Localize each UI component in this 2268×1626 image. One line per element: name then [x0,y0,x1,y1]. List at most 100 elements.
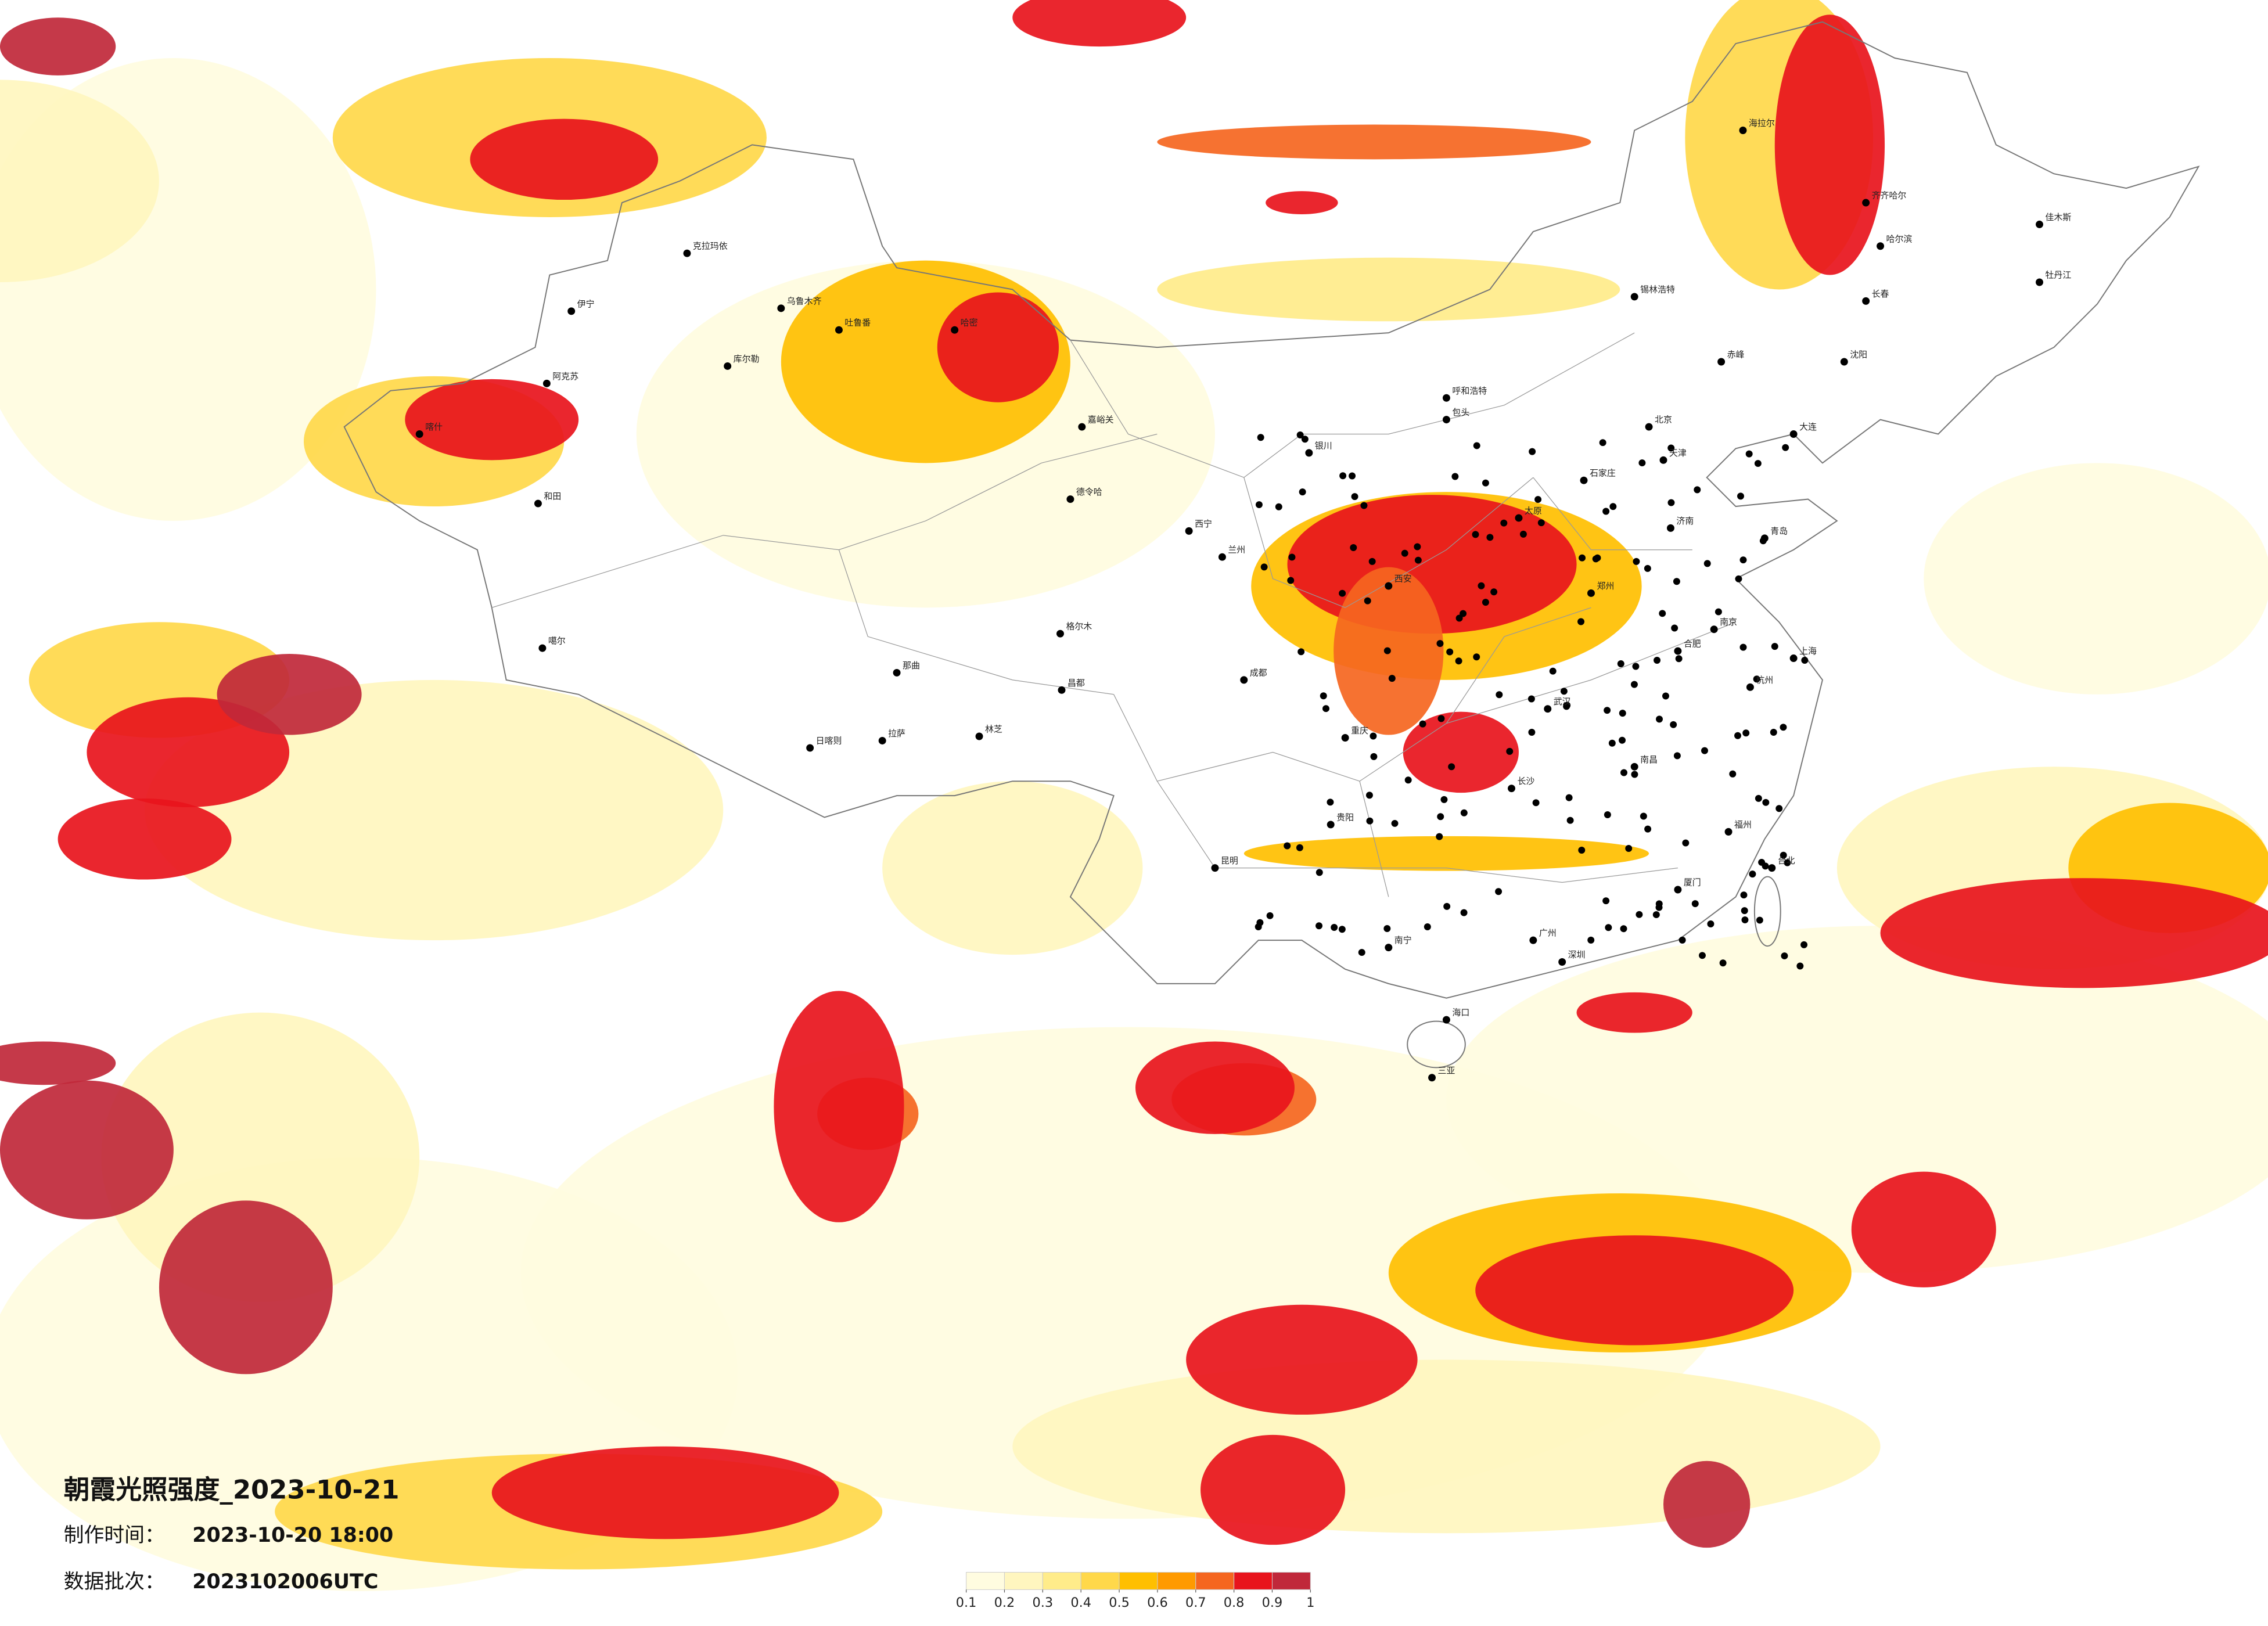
intensity-patch [1403,711,1519,793]
intensity-patch [1266,191,1338,214]
city-dots [415,127,2043,1082]
city-dot [1666,524,1674,532]
intensity-patch [774,991,904,1222]
city-dot [538,644,547,652]
city-dot [1789,430,1798,438]
city-dot [1619,710,1626,717]
city-label: 贵阳 [1336,812,1354,822]
city-label: 武汉 [1554,696,1571,707]
city-dot [1632,663,1640,670]
city-dot [1349,472,1356,480]
city-dot [1640,812,1647,820]
colorbar-swatch [1080,1571,1120,1590]
city-dot [1482,599,1489,606]
city-dot [1636,911,1643,918]
city-dot [1519,530,1527,538]
city-dot [1630,762,1638,771]
intensity-patch [87,697,290,808]
city-dot [1724,828,1733,836]
city-dot [1644,825,1652,833]
city-dot [1620,769,1627,776]
city-dot [1609,503,1617,510]
intensity-patch [1186,1304,1418,1415]
city-dot [1338,926,1346,933]
city-dot [1565,794,1573,801]
intensity-patch [937,292,1059,402]
city-dot [1287,577,1295,584]
city-dot [1739,127,1747,134]
city-dot [1331,924,1338,931]
city-dot [1587,589,1595,597]
city-dot [1339,589,1346,597]
city-dot [1534,496,1542,503]
city-dot [567,307,576,315]
intensity-patch [1924,463,2268,695]
city-dot [1296,431,1304,438]
city-dot [1424,923,1431,930]
city-label: 德令哈 [1076,487,1102,497]
city-label: 齐齐哈尔 [1872,190,1907,201]
city-dot [1710,625,1718,634]
city-dot [1482,479,1489,487]
city-dot [1549,667,1557,675]
city-dot [878,737,886,744]
city-label: 包头 [1452,407,1469,418]
city-label: 库尔勒 [734,354,760,364]
city-dot [1645,423,1653,431]
city-label: 哈尔滨 [1886,233,1913,244]
info-label: 数据批次： [64,1570,165,1593]
city-dot [1563,702,1571,709]
city-label: 银川 [1315,440,1332,451]
city-label: 青岛 [1770,526,1788,536]
colorbar-label: 0.3 [1033,1595,1054,1610]
city-dot [1404,776,1412,784]
city-dot [1327,798,1334,806]
city-dot [1602,897,1610,905]
colorbar-swatch [1157,1571,1196,1590]
caption: 朝霞光照强度_2023-10-21 制作时间： 2023-10-20 18:00… [64,1474,400,1593]
info-label: 制作时间： [64,1524,165,1547]
city-label: 噶尔 [548,636,566,646]
city-dot [1275,503,1282,510]
city-dot [1739,556,1747,564]
city-label: 三亚 [1437,1065,1455,1075]
hainan [1407,1020,1466,1069]
city-dot [1460,909,1468,916]
city-label: 大连 [1799,422,1817,432]
city-dot [1674,647,1682,655]
city-dot [1719,959,1727,967]
city-label: 嘉峪关 [1088,415,1114,425]
intensity-patch [217,654,362,735]
intensity-patch [1663,1460,1751,1548]
city-dot [1631,771,1638,778]
city-dot [1448,763,1455,771]
city-dot [1771,643,1778,650]
city-dot [1339,472,1347,480]
colorbar-label: 0.5 [1109,1595,1130,1610]
taiwan [1753,876,1781,947]
city-dot [1437,813,1444,821]
city-dot [1717,358,1726,366]
china-border [343,21,2200,999]
city-dot [1633,557,1640,565]
city-dot [1460,610,1467,617]
city-dot [1768,864,1776,872]
city-dot [1739,643,1747,651]
city-dot [1759,537,1767,545]
colorbar-swatch [1195,1571,1235,1590]
intensity-patch [101,1012,420,1302]
intensity-patch [1576,992,1692,1033]
intensity-patch [491,1446,839,1539]
city-dot [1401,549,1408,557]
city-dot [1440,796,1448,803]
city-dot [1630,681,1638,688]
city-dot [1608,739,1616,747]
city-dot [1486,534,1494,541]
city-dot [1436,833,1443,840]
intensity-patch [1157,124,1591,160]
city-dot [1670,721,1677,728]
intensity-patch [882,781,1143,955]
city-dot [1350,544,1357,551]
city-dot [1414,543,1421,551]
